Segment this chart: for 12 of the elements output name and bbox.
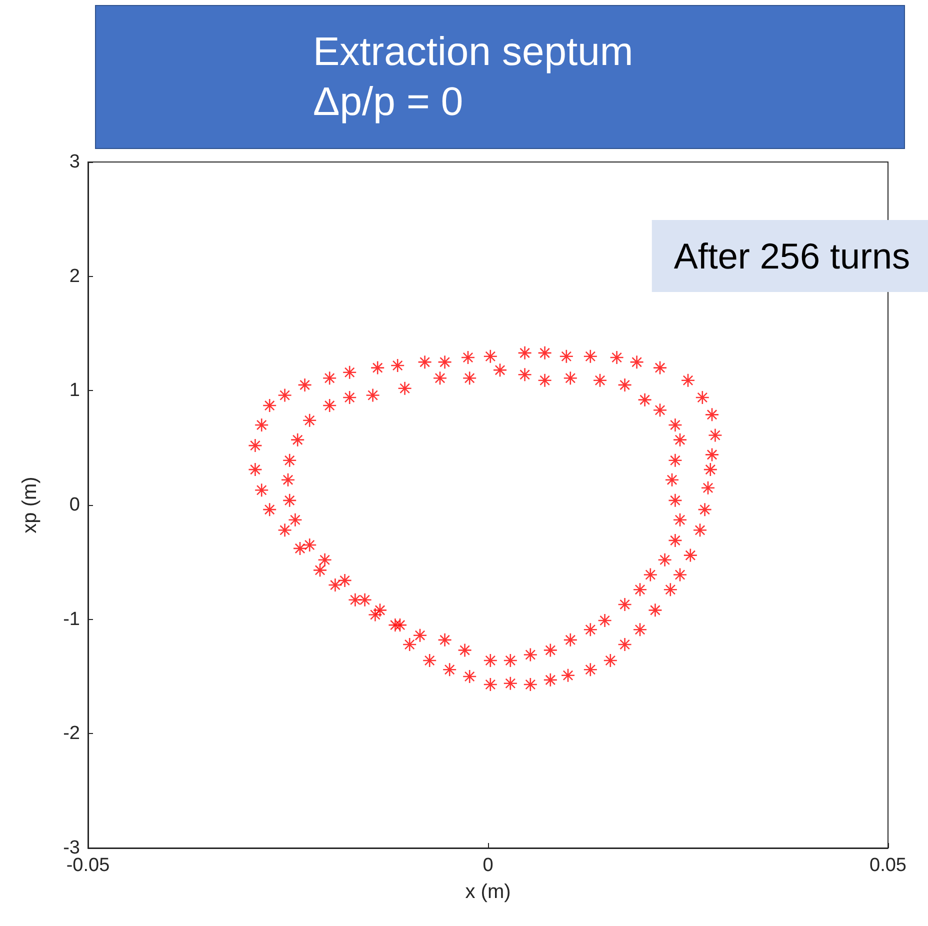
chart-title: Extraction septum Δp/p = 0 xyxy=(313,30,634,124)
x-tick-label: 0.05 xyxy=(870,855,906,876)
x-axis-title: x (m) xyxy=(465,881,511,903)
y-tick-label: -1 xyxy=(63,608,80,630)
y-tick-label: 2 xyxy=(69,266,80,287)
y-tick-label: 1 xyxy=(69,380,80,402)
y-tick-label: -2 xyxy=(63,723,80,744)
annotation: After 256 turns xyxy=(674,236,910,276)
y-axis-title: xp (m) xyxy=(19,476,41,534)
y-tick-label: 0 xyxy=(69,494,80,516)
x-tick-label: 0 xyxy=(482,855,494,876)
y-tick-label: 3 xyxy=(69,152,80,172)
